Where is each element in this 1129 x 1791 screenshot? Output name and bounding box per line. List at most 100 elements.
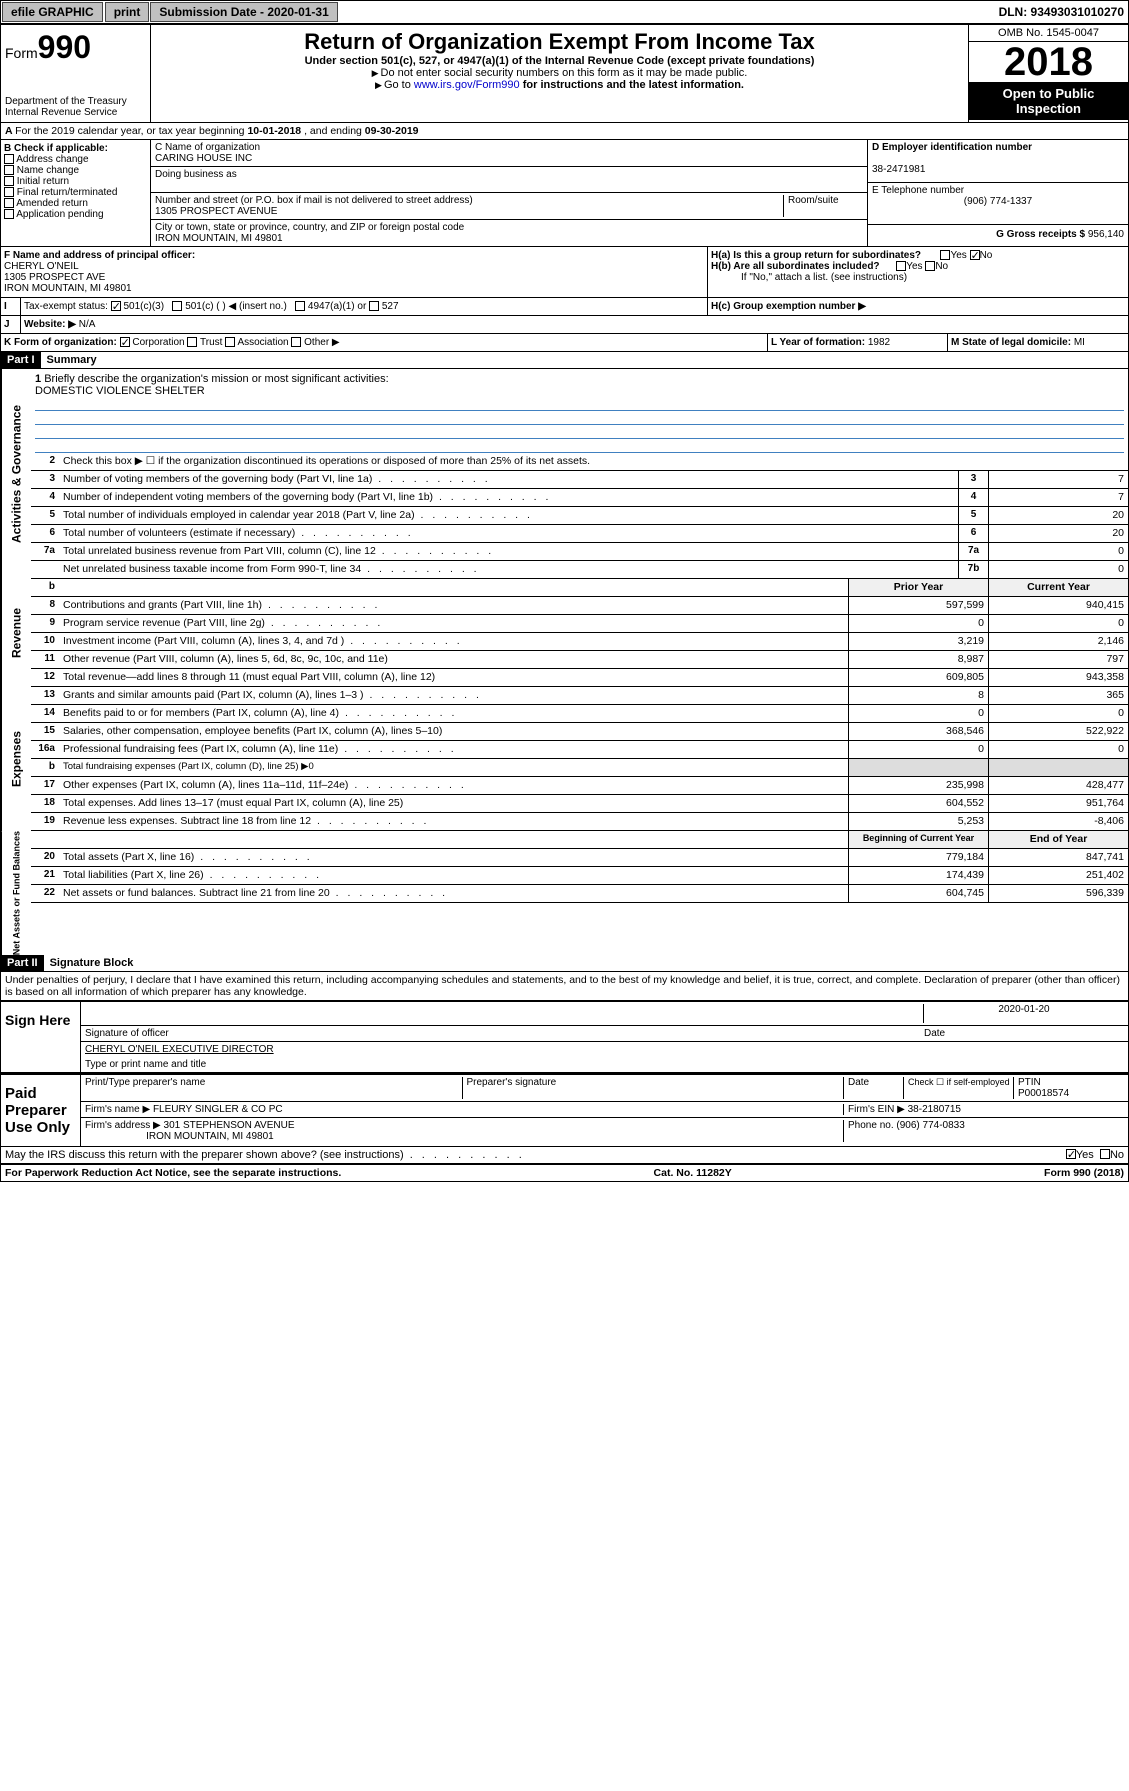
l17-num: 17 bbox=[31, 777, 59, 794]
discuss-no-chk[interactable] bbox=[1100, 1149, 1110, 1159]
l13-text: Grants and similar amounts paid (Part IX… bbox=[59, 687, 848, 704]
l14-text: Benefits paid to or for members (Part IX… bbox=[59, 705, 848, 722]
opt-address: Address change bbox=[16, 154, 88, 165]
chk-initial[interactable] bbox=[4, 176, 14, 186]
hdr-prior: Prior Year bbox=[848, 579, 988, 596]
officer-addr2: IRON MOUNTAIN, MI 49801 bbox=[4, 283, 132, 294]
l16b-text: Total fundraising expenses (Part IX, col… bbox=[59, 759, 848, 776]
h-note: If "No," attach a list. (see instruction… bbox=[711, 272, 1125, 283]
l3-text: Number of voting members of the governin… bbox=[59, 471, 958, 488]
opt-assoc: Association bbox=[237, 337, 288, 348]
website-label: Website: ▶ bbox=[24, 319, 76, 330]
chk-trust[interactable] bbox=[187, 337, 197, 347]
l6-box: 6 bbox=[958, 525, 988, 542]
l20-text: Total assets (Part X, line 16) bbox=[59, 849, 848, 866]
ha-yes[interactable] bbox=[940, 250, 950, 260]
l14-curr: 0 bbox=[988, 705, 1128, 722]
l10-curr: 2,146 bbox=[988, 633, 1128, 650]
chk-4947[interactable] bbox=[295, 301, 305, 311]
efile-button[interactable]: efile GRAPHIC bbox=[2, 2, 103, 22]
opt-trust: Trust bbox=[200, 337, 222, 348]
sign-here-label: Sign Here bbox=[1, 1002, 81, 1072]
print-button[interactable]: print bbox=[105, 2, 150, 22]
l19-curr: -8,406 bbox=[988, 813, 1128, 830]
l6-num: 6 bbox=[31, 525, 59, 542]
chk-address[interactable] bbox=[4, 154, 14, 164]
chk-501c3[interactable] bbox=[111, 301, 121, 311]
chk-amended[interactable] bbox=[4, 198, 14, 208]
firm-addr-label: Firm's address ▶ bbox=[85, 1120, 161, 1131]
discuss-yes-chk[interactable] bbox=[1066, 1149, 1076, 1159]
form-header: Form990 Department of the Treasury Inter… bbox=[1, 25, 1128, 123]
hdr-beg: Beginning of Current Year bbox=[848, 831, 988, 848]
chk-other[interactable] bbox=[291, 337, 301, 347]
firm-phone: (906) 774-0833 bbox=[896, 1120, 964, 1131]
dln-label: DLN: 93493031010270 bbox=[999, 5, 1128, 19]
ha-no[interactable] bbox=[970, 250, 980, 260]
l20-prior: 779,184 bbox=[848, 849, 988, 866]
hdr-curr: Current Year bbox=[988, 579, 1128, 596]
no-1: No bbox=[980, 250, 993, 261]
opt-initial: Initial return bbox=[17, 176, 69, 187]
l10-text: Investment income (Part VIII, column (A)… bbox=[59, 633, 848, 650]
l21-curr: 251,402 bbox=[988, 867, 1128, 884]
l10-prior: 3,219 bbox=[848, 633, 988, 650]
l14-num: 14 bbox=[31, 705, 59, 722]
ein-label: D Employer identification number bbox=[872, 142, 1032, 153]
l2-text: Check this box ▶ ☐ if the organization d… bbox=[59, 453, 1128, 470]
l7b-box: 7b bbox=[958, 561, 988, 578]
l17-prior: 235,998 bbox=[848, 777, 988, 794]
prep-name-hdr: Print/Type preparer's name bbox=[85, 1077, 463, 1099]
l4-box: 4 bbox=[958, 489, 988, 506]
l8-curr: 940,415 bbox=[988, 597, 1128, 614]
prep-date-hdr: Date bbox=[844, 1077, 904, 1099]
l18-curr: 951,764 bbox=[988, 795, 1128, 812]
chk-assoc[interactable] bbox=[225, 337, 235, 347]
box-m-label: M State of legal domicile: bbox=[951, 337, 1071, 348]
phone-value: (906) 774-1337 bbox=[872, 196, 1124, 207]
l18-num: 18 bbox=[31, 795, 59, 812]
instructions-link[interactable]: www.irs.gov/Form990 bbox=[414, 79, 520, 91]
paid-preparer-block: Paid Preparer Use Only Print/Type prepar… bbox=[1, 1073, 1128, 1147]
form-title: Return of Organization Exempt From Incom… bbox=[155, 29, 964, 55]
opt-corp: Corporation bbox=[132, 337, 184, 348]
opt-527: 527 bbox=[382, 301, 399, 312]
tax-year: 2018 bbox=[969, 42, 1128, 82]
paid-preparer-label: Paid Preparer Use Only bbox=[1, 1075, 81, 1146]
l3-num: 3 bbox=[31, 471, 59, 488]
box-f-label: F Name and address of principal officer: bbox=[4, 250, 195, 261]
chk-527[interactable] bbox=[369, 301, 379, 311]
year-formation: 1982 bbox=[868, 337, 890, 348]
hb-no[interactable] bbox=[925, 261, 935, 271]
dept-label: Department of the Treasury Internal Reve… bbox=[5, 96, 146, 118]
chk-501c[interactable] bbox=[172, 301, 182, 311]
chk-final[interactable] bbox=[4, 187, 14, 197]
l15-curr: 522,922 bbox=[988, 723, 1128, 740]
chk-name[interactable] bbox=[4, 165, 14, 175]
room-label: Room/suite bbox=[783, 195, 863, 217]
submission-date: Submission Date - 2020-01-31 bbox=[150, 2, 337, 22]
printed-name-label: Type or print name and title bbox=[81, 1057, 1128, 1072]
sign-date: 2020-01-20 bbox=[924, 1004, 1124, 1023]
l11-curr: 797 bbox=[988, 651, 1128, 668]
chk-corp[interactable] bbox=[120, 337, 130, 347]
opt-4947: 4947(a)(1) or bbox=[308, 301, 366, 312]
l6-val: 20 bbox=[988, 525, 1128, 542]
discuss-text: May the IRS discuss this return with the… bbox=[5, 1149, 1066, 1161]
l8-num: 8 bbox=[31, 597, 59, 614]
hc-label: H(c) Group exemption number ▶ bbox=[711, 301, 866, 312]
l9-curr: 0 bbox=[988, 615, 1128, 632]
l19-text: Revenue less expenses. Subtract line 18 … bbox=[59, 813, 848, 830]
officer-printed: CHERYL O'NEIL EXECUTIVE DIRECTOR bbox=[85, 1044, 274, 1055]
chk-pending[interactable] bbox=[4, 209, 14, 219]
l12-text: Total revenue—add lines 8 through 11 (mu… bbox=[59, 669, 848, 686]
website-value: N/A bbox=[79, 319, 96, 330]
l16a-num: 16a bbox=[31, 741, 59, 758]
box-l-label: L Year of formation: bbox=[771, 337, 865, 348]
l20-num: 20 bbox=[31, 849, 59, 866]
firm-addr1: 301 STEPHENSON AVENUE bbox=[164, 1120, 295, 1131]
l16b-curr bbox=[988, 759, 1128, 776]
l21-num: 21 bbox=[31, 867, 59, 884]
l1-value: DOMESTIC VIOLENCE SHELTER bbox=[35, 385, 205, 397]
hb-yes[interactable] bbox=[896, 261, 906, 271]
